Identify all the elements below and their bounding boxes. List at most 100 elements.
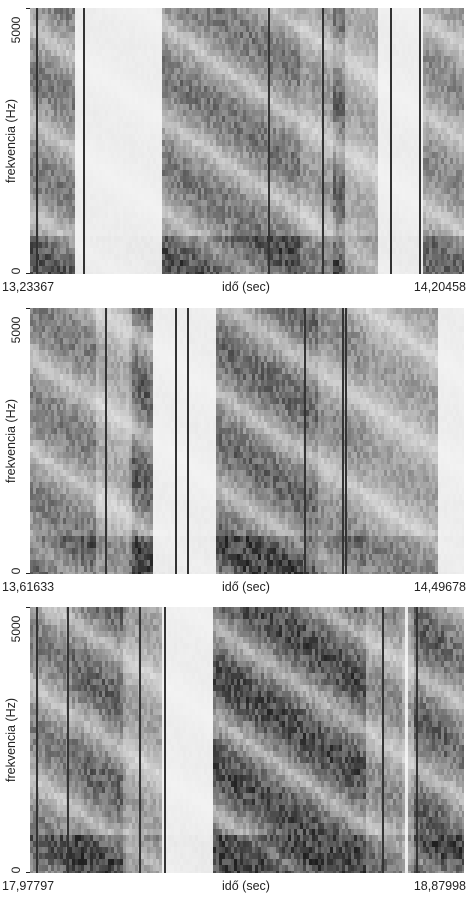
spectrogram-cell: [273, 104, 277, 111]
spectrogram-cell: [327, 236, 331, 243]
spectrogram-cell: [282, 116, 286, 123]
spectrogram-cell: [222, 194, 226, 201]
spectrogram-cell: [357, 242, 361, 249]
spectrogram-cell: [255, 26, 259, 33]
spectrogram-cell: [105, 212, 109, 219]
spectrogram-cell: [249, 122, 253, 129]
spectrogram-cell: [345, 164, 349, 171]
spectrogram-cell: [48, 158, 52, 165]
spectrogram-cell: [156, 260, 160, 267]
spectrogram-cell: [84, 62, 88, 69]
spectrogram-cell: [333, 164, 337, 171]
spectrogram-cell: [288, 272, 292, 274]
spectrogram-cell: [42, 32, 46, 39]
spectrogram-cell: [318, 182, 322, 189]
spectrogram-cell: [360, 206, 364, 213]
spectrogram-cell: [93, 128, 97, 135]
spectrogram-cell: [249, 272, 253, 274]
spectrogram-cell: [138, 80, 142, 87]
spectrogram-cell: [306, 194, 310, 201]
spectrogram-cell: [123, 32, 127, 39]
spectrogram-cell: [39, 122, 43, 129]
spectrogram-cell: [312, 188, 316, 195]
spectrogram-cell: [330, 98, 334, 105]
spectrogram-cell: [312, 182, 316, 189]
spectrogram-cell: [249, 134, 253, 141]
spectrogram-cell: [360, 62, 364, 69]
spectrogram-cell: [225, 170, 229, 177]
spectrogram-cell: [105, 182, 109, 189]
spectrogram-cell: [51, 242, 55, 249]
spectrogram-cell: [132, 224, 136, 231]
spectrogram-cell: [39, 242, 43, 249]
spectrogram-cell: [234, 200, 238, 207]
spectrogram-cell: [318, 44, 322, 51]
spectrogram-cell: [249, 26, 253, 33]
spectrogram-cell: [282, 14, 286, 21]
spectrogram-cell: [51, 176, 55, 183]
spectrogram-cell: [129, 176, 133, 183]
spectrogram-cell: [51, 158, 55, 165]
spectrogram-cell: [345, 140, 349, 147]
spectrogram-cell: [210, 146, 214, 153]
spectrogram-cell: [339, 86, 343, 93]
spectrogram-cell: [288, 206, 292, 213]
spectrogram-cell: [297, 266, 301, 273]
spectrogram-cell: [141, 56, 145, 63]
spectrogram-cell: [357, 218, 361, 225]
spectrogram-cell: [189, 116, 193, 123]
spectrogram-cell: [342, 92, 346, 99]
spectrogram-cell: [141, 248, 145, 255]
spectrogram-cell: [60, 164, 64, 171]
spectrogram-cell: [141, 50, 145, 57]
spectrogram-cell: [312, 212, 316, 219]
spectrogram-cell: [129, 206, 133, 213]
spectrogram-cell: [87, 236, 91, 243]
spectrogram-cell: [180, 188, 184, 195]
spectrogram-cell: [189, 128, 193, 135]
spectrogram-cell: [222, 158, 226, 165]
spectrogram-cell: [261, 68, 265, 75]
spectrogram-cell: [228, 230, 232, 237]
spectrogram-cell: [54, 62, 58, 69]
spectrogram-cell: [288, 146, 292, 153]
spectrogram-cell: [75, 74, 79, 81]
spectrogram-cell: [285, 266, 289, 273]
spectrogram-cell: [72, 176, 76, 183]
spectrogram-cell: [30, 50, 34, 57]
spectrogram-cell: [78, 110, 82, 117]
spectrogram-cell: [69, 140, 73, 147]
spectrogram-cell: [357, 260, 361, 267]
spectrogram-cell: [216, 176, 220, 183]
spectrogram-cell: [270, 200, 274, 207]
spectrogram-cell: [198, 224, 202, 231]
spectrogram-cell: [126, 206, 130, 213]
spectrogram-cell: [342, 152, 346, 159]
spectrogram-cell: [102, 104, 106, 111]
spectrogram-cell: [33, 218, 37, 225]
spectrogram-cell: [333, 68, 337, 75]
spectrogram-cell: [192, 104, 196, 111]
spectrogram-cell: [120, 98, 124, 105]
spectrogram-cell: [96, 44, 100, 51]
spectrogram-cell: [204, 86, 208, 93]
spectrogram-cell: [261, 98, 265, 105]
spectrogram-cell: [219, 38, 223, 45]
spectrogram-cell: [360, 32, 364, 39]
spectrogram-cell: [96, 38, 100, 45]
spectrogram-cell: [153, 50, 157, 57]
spectrogram-cell: [318, 32, 322, 39]
spectrogram-cell: [231, 26, 235, 33]
spectrogram-cell: [57, 26, 61, 33]
spectrogram-cell: [261, 224, 265, 231]
spectrogram-cell: [225, 74, 229, 81]
spectrogram-cell: [219, 266, 223, 273]
spectrogram-cell: [240, 14, 244, 21]
spectrogram-cell: [270, 44, 274, 51]
spectrogram-cell: [252, 14, 256, 21]
spectrogram-cell: [72, 20, 76, 27]
spectrogram-cell: [336, 32, 340, 39]
spectrogram-cell: [258, 56, 262, 63]
spectrogram-cell: [228, 248, 232, 255]
spectrogram-cell: [108, 152, 112, 159]
